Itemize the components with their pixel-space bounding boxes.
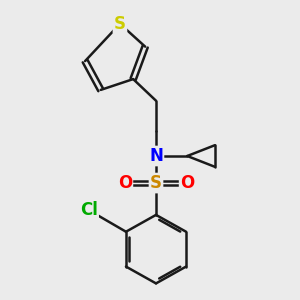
Text: O: O <box>180 174 194 192</box>
Text: S: S <box>150 174 162 192</box>
Text: N: N <box>149 147 163 165</box>
Text: Cl: Cl <box>80 201 98 219</box>
Text: O: O <box>118 174 132 192</box>
Text: S: S <box>114 15 126 33</box>
